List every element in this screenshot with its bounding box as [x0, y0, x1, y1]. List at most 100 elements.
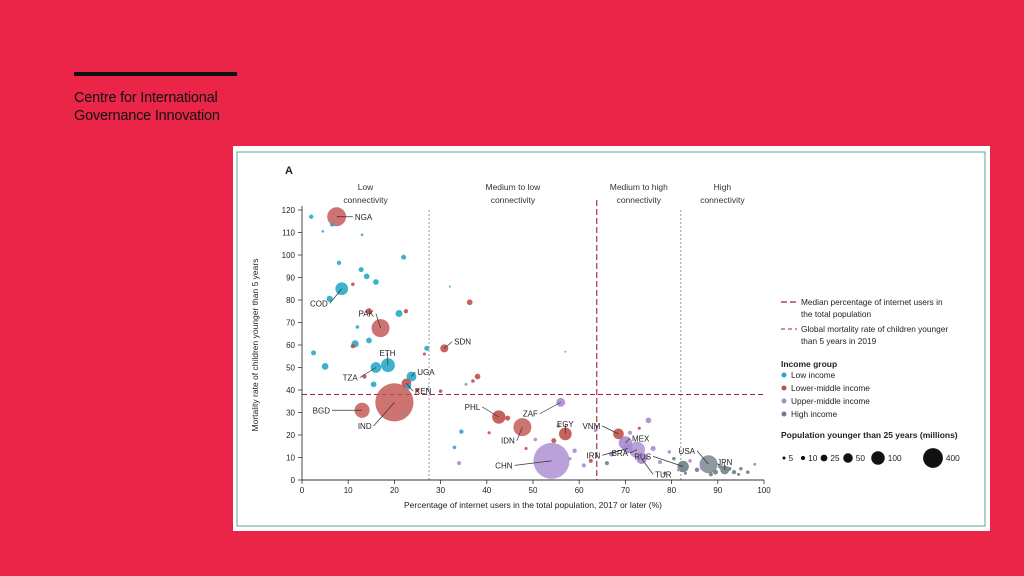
data-point — [424, 345, 430, 351]
leader-rus — [653, 456, 684, 467]
x-tick-label: 30 — [436, 486, 445, 495]
x-tick-label: 0 — [300, 486, 305, 495]
data-point — [448, 285, 451, 288]
data-point — [405, 383, 412, 390]
data-point — [737, 472, 741, 476]
brand-line-1: Centre for International — [74, 90, 218, 106]
data-point — [422, 352, 426, 356]
data-point — [438, 389, 443, 393]
zone-label-3: High connectivity — [700, 182, 745, 205]
y-tick-label: 110 — [282, 229, 295, 238]
y-tick-label: 80 — [286, 296, 295, 305]
data-point — [746, 470, 750, 474]
legend-mortality-label: Global mortality rate of children younge… — [801, 324, 948, 346]
data-point — [336, 260, 342, 266]
x-tick-label: 10 — [344, 486, 353, 495]
leader-sdn — [444, 341, 453, 349]
data-point — [593, 428, 597, 433]
legend-income-high: High income — [791, 409, 838, 419]
point-label-pak: PAK — [358, 310, 374, 319]
legend-swatch-lower_middle — [781, 385, 787, 391]
data-point — [524, 446, 528, 451]
data-point — [311, 350, 317, 356]
legend-size-circle — [871, 451, 885, 465]
legend-size-label: 10 — [808, 453, 818, 463]
brand-logo-text: Centre for International Governance Inno… — [74, 89, 220, 125]
data-point — [712, 469, 719, 475]
legend-swatch-upper_middle — [781, 398, 787, 404]
data-point — [466, 299, 473, 306]
data-point — [672, 456, 676, 461]
y-tick-label: 60 — [286, 341, 295, 350]
point-label-idn: IDN — [501, 437, 515, 446]
data-point — [753, 462, 757, 466]
leader-idn — [516, 426, 523, 441]
y-tick-label: 90 — [286, 274, 295, 283]
leader-vnm — [602, 425, 619, 435]
data-point — [645, 417, 652, 424]
data-point — [643, 455, 649, 460]
point-label-rus: RUS — [634, 452, 651, 461]
data-point — [351, 282, 355, 287]
data-point — [694, 467, 700, 473]
data-point — [366, 337, 372, 344]
leader-cod — [329, 288, 343, 304]
legend-size-label: 50 — [856, 453, 866, 463]
legend-median-label: Median percentage of internet users in th… — [801, 297, 943, 319]
data-point — [363, 273, 370, 280]
data-point — [676, 468, 681, 472]
data-point — [568, 457, 572, 461]
point-label-phl: PHL — [465, 403, 481, 412]
data-point — [604, 461, 609, 466]
point-label-egy: EGY — [557, 420, 575, 429]
y-tick-label: 40 — [286, 386, 295, 395]
point-label-vnm: VNM — [583, 422, 601, 431]
legend-size-label: 5 — [789, 453, 794, 463]
data-point — [717, 464, 723, 469]
legend-size-circle — [782, 456, 786, 460]
legend-swatch-high — [781, 411, 787, 417]
x-tick-label: 60 — [575, 486, 584, 495]
data-point — [533, 437, 538, 442]
point-label-tza: TZA — [343, 374, 359, 383]
x-tick-label: 20 — [390, 486, 399, 495]
legend-swatch-low — [781, 372, 787, 378]
data-point — [358, 267, 364, 273]
leader-tur — [641, 458, 654, 475]
legend-income-low: Low income — [791, 370, 836, 380]
panel-border — [236, 151, 986, 527]
zone-label-2: Medium to high connectivity — [610, 182, 668, 205]
data-point — [321, 230, 325, 233]
point-label-nga: NGA — [355, 213, 373, 222]
data-point — [487, 431, 491, 435]
point-label-jpn: JPN — [717, 458, 732, 467]
data-point — [663, 471, 667, 475]
point-label-bra: BRA — [612, 449, 629, 458]
scatter-chart: A Low connectivity Medium to low connectivi… — [236, 151, 986, 527]
data-point — [551, 438, 557, 444]
point-label-tur: TUR — [655, 470, 672, 479]
leader-usa — [696, 450, 709, 465]
data-point — [658, 459, 663, 465]
leader-chn — [514, 460, 552, 466]
data-point — [415, 387, 420, 393]
point-label-uga: UGA — [417, 368, 435, 377]
data-point — [588, 458, 593, 463]
data-point — [564, 350, 567, 353]
data-point — [373, 279, 379, 285]
y-tick-label: 20 — [286, 431, 295, 440]
legend-size-circle — [843, 453, 853, 463]
data-point — [355, 325, 360, 329]
x-axis-title: Percentage of internet users in the tota… — [404, 500, 662, 510]
data-point — [402, 411, 405, 414]
zone-label-0: Low connectivity — [343, 182, 388, 205]
data-point — [688, 459, 692, 463]
data-point — [650, 445, 656, 452]
y-tick-label: 70 — [286, 319, 295, 328]
data-point — [321, 363, 329, 370]
data-point — [426, 387, 429, 391]
point-label-bgd: BGD — [313, 406, 331, 415]
panel-label: A — [285, 165, 293, 177]
legend-size-label: 100 — [888, 453, 902, 463]
data-point — [505, 415, 511, 421]
